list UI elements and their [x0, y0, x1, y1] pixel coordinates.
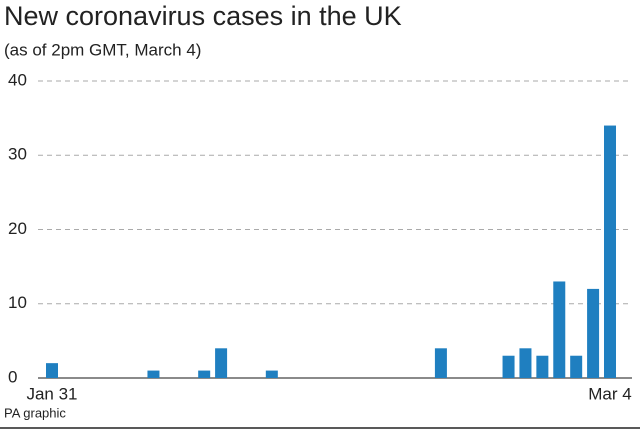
bar — [536, 355, 549, 378]
bar — [434, 348, 447, 378]
bar — [215, 348, 228, 378]
bar — [604, 125, 616, 378]
x-tick-label: Jan 31 — [26, 384, 77, 403]
bar — [570, 355, 583, 378]
x-tick-label: Mar 4 — [588, 384, 631, 403]
chart-subtitle: (as of 2pm GMT, March 4) — [4, 40, 201, 59]
bar — [46, 363, 58, 378]
y-tick-label: 20 — [8, 219, 27, 238]
bar — [147, 370, 160, 378]
bar — [519, 348, 532, 378]
bar — [587, 288, 600, 378]
bar — [265, 370, 278, 378]
chart-title: New coronavirus cases in the UK — [4, 1, 402, 31]
bar — [502, 355, 515, 378]
y-tick-label: 30 — [8, 145, 27, 164]
y-tick-label: 10 — [8, 293, 27, 312]
y-tick-label: 40 — [8, 70, 27, 89]
source: PA graphic — [4, 405, 66, 420]
bar — [198, 370, 211, 378]
y-tick-label: 0 — [8, 367, 17, 386]
bar — [553, 281, 566, 378]
